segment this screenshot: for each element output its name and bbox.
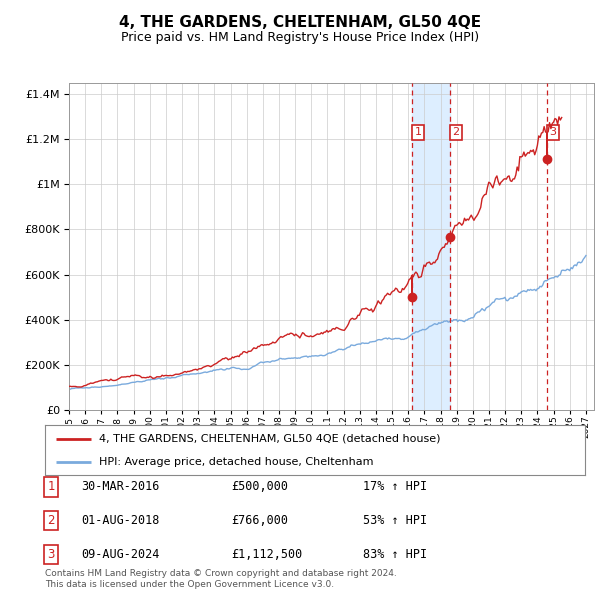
- Text: 2: 2: [47, 514, 55, 527]
- Text: Price paid vs. HM Land Registry's House Price Index (HPI): Price paid vs. HM Land Registry's House …: [121, 31, 479, 44]
- Text: 1: 1: [47, 480, 55, 493]
- Text: £500,000: £500,000: [231, 480, 288, 493]
- Text: 4, THE GARDENS, CHELTENHAM, GL50 4QE: 4, THE GARDENS, CHELTENHAM, GL50 4QE: [119, 15, 481, 30]
- Bar: [547, 83, 600, 410]
- Text: £766,000: £766,000: [231, 514, 288, 527]
- Text: 30-MAR-2016: 30-MAR-2016: [81, 480, 160, 493]
- Text: 17% ↑ HPI: 17% ↑ HPI: [363, 480, 427, 493]
- Text: 2: 2: [452, 127, 460, 137]
- Text: 09-AUG-2024: 09-AUG-2024: [81, 548, 160, 561]
- Text: 01-AUG-2018: 01-AUG-2018: [81, 514, 160, 527]
- Text: 4, THE GARDENS, CHELTENHAM, GL50 4QE (detached house): 4, THE GARDENS, CHELTENHAM, GL50 4QE (de…: [99, 434, 440, 444]
- Text: 83% ↑ HPI: 83% ↑ HPI: [363, 548, 427, 561]
- Text: Contains HM Land Registry data © Crown copyright and database right 2024.
This d: Contains HM Land Registry data © Crown c…: [45, 569, 397, 589]
- Text: HPI: Average price, detached house, Cheltenham: HPI: Average price, detached house, Chel…: [99, 457, 373, 467]
- Bar: [412, 83, 450, 410]
- Bar: [547, 83, 600, 410]
- Text: 1: 1: [415, 127, 422, 137]
- Text: 3: 3: [47, 548, 55, 561]
- Text: £1,112,500: £1,112,500: [231, 548, 302, 561]
- Text: 3: 3: [550, 127, 557, 137]
- Text: 53% ↑ HPI: 53% ↑ HPI: [363, 514, 427, 527]
